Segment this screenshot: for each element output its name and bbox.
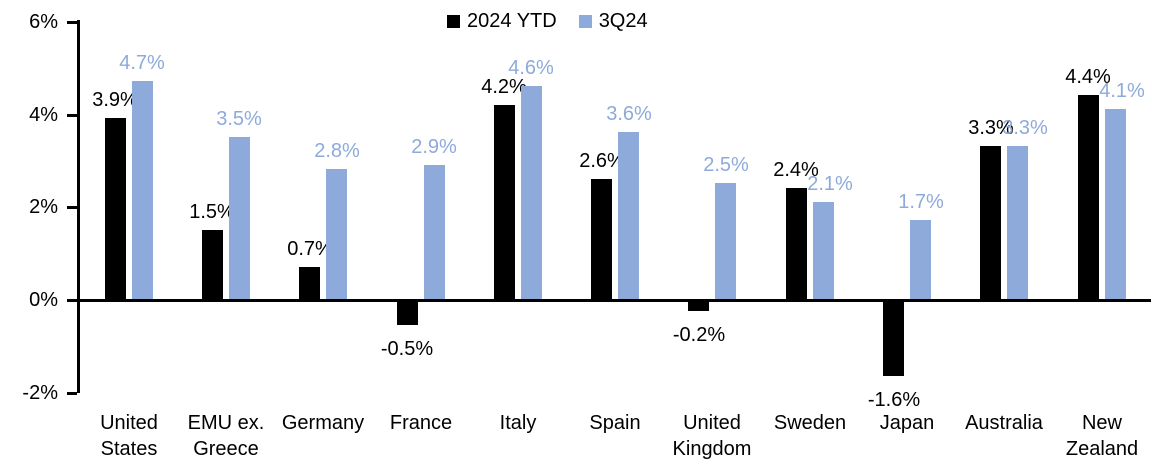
bar-2024-ytd-spain xyxy=(591,179,612,299)
bar-label-3q24-germany: 2.8% xyxy=(314,140,360,162)
bar-label-3q24-sweden: 2.1% xyxy=(807,173,853,195)
legend-label-3q24: 3Q24 xyxy=(598,10,648,32)
y-tick-label: 4% xyxy=(29,104,58,126)
bar-label-3q24-france: 2.9% xyxy=(411,136,457,158)
legend-item-3q24: 3Q24 xyxy=(578,10,648,33)
y-tick xyxy=(67,114,77,117)
legend-item-2024-ytd: 2024 YTD xyxy=(447,10,557,33)
bar-label-2024-ytd-new-zealand: 4.4% xyxy=(1065,66,1111,88)
bar-label-3q24-japan: 1.7% xyxy=(898,191,944,213)
category-label-germany: Germany xyxy=(281,412,365,434)
bar-2024-ytd-united-kingdom xyxy=(688,302,709,311)
y-tick xyxy=(67,21,77,24)
bar-label-2024-ytd-japan: -1.6% xyxy=(867,389,921,411)
bar-2024-ytd-australia xyxy=(980,146,1001,299)
bar-2024-ytd-germany xyxy=(299,267,320,299)
y-tick-label: -2% xyxy=(22,382,58,404)
y-tick-label: 6% xyxy=(29,11,58,33)
bar-label-2024-ytd-spain: 2.6% xyxy=(579,150,625,172)
bar-2024-ytd-emu-ex-greece xyxy=(202,230,223,299)
y-tick xyxy=(67,206,77,209)
category-label-united-states: United States xyxy=(100,412,158,460)
y-tick-label: 2% xyxy=(29,196,58,218)
y-axis-line xyxy=(77,20,80,393)
bar-3q24-japan xyxy=(910,220,931,299)
category-label-spain: Spain xyxy=(589,412,641,434)
legend-swatch-3q24 xyxy=(578,15,592,28)
category-label-emu-ex-greece: EMU ex. Greece xyxy=(187,412,265,460)
bar-2024-ytd-new-zealand xyxy=(1078,95,1099,299)
bar-2024-ytd-france xyxy=(397,302,418,325)
bar-3q24-italy xyxy=(521,86,542,299)
bar-2024-ytd-japan xyxy=(883,302,904,376)
bar-label-3q24-united-states: 4.7% xyxy=(119,52,165,74)
category-label-france: France xyxy=(389,412,453,434)
category-label-sweden: Sweden xyxy=(773,412,847,434)
legend-swatch-2024-ytd xyxy=(447,15,460,28)
x-axis-line xyxy=(77,299,1151,302)
bar-label-2024-ytd-united-kingdom: -0.2% xyxy=(672,324,726,346)
bar-label-3q24-australia: 3.3% xyxy=(1002,117,1048,139)
bar-label-2024-ytd-australia: 3.3% xyxy=(968,117,1014,139)
bar-3q24-sweden xyxy=(813,202,834,299)
bar-label-3q24-italy: 4.6% xyxy=(508,57,554,79)
category-label-united-kingdom: United Kingdom xyxy=(672,412,752,460)
bar-3q24-united-states xyxy=(132,81,153,299)
bar-3q24-united-kingdom xyxy=(715,183,736,299)
bar-label-2024-ytd-united-states: 3.9% xyxy=(92,89,138,111)
bar-label-3q24-united-kingdom: 2.5% xyxy=(703,154,749,176)
y-tick xyxy=(67,392,77,395)
bar-2024-ytd-italy xyxy=(494,105,515,299)
bar-2024-ytd-sweden xyxy=(786,188,807,299)
category-label-italy: Italy xyxy=(499,412,537,434)
bar-label-2024-ytd-sweden: 2.4% xyxy=(773,159,819,181)
bar-3q24-new-zealand xyxy=(1105,109,1126,299)
bar-label-3q24-emu-ex-greece: 3.5% xyxy=(216,108,262,130)
bar-3q24-france xyxy=(424,165,445,299)
bar-2024-ytd-united-states xyxy=(105,118,126,299)
category-label-australia: Australia xyxy=(965,412,1043,434)
bar-label-3q24-new-zealand: 4.1% xyxy=(1099,80,1145,102)
bar-label-2024-ytd-emu-ex-greece: 1.5% xyxy=(189,201,235,223)
chart-legend: 2024 YTD 3Q24 xyxy=(447,10,648,33)
bar-3q24-germany xyxy=(326,169,347,299)
bar-3q24-spain xyxy=(618,132,639,299)
y-tick xyxy=(67,299,77,302)
bar-3q24-australia xyxy=(1007,146,1028,299)
bar-label-2024-ytd-germany: 0.7% xyxy=(287,238,333,260)
bar-3q24-emu-ex-greece xyxy=(229,137,250,299)
bar-label-3q24-spain: 3.6% xyxy=(606,103,652,125)
legend-label-2024-ytd: 2024 YTD xyxy=(467,10,557,32)
y-tick-label: 0% xyxy=(29,289,58,311)
category-label-japan: Japan xyxy=(879,412,935,434)
bar-label-2024-ytd-france: -0.5% xyxy=(380,338,434,360)
bar-label-2024-ytd-italy: 4.2% xyxy=(481,76,527,98)
category-label-new-zealand: New Zealand xyxy=(1065,412,1139,460)
